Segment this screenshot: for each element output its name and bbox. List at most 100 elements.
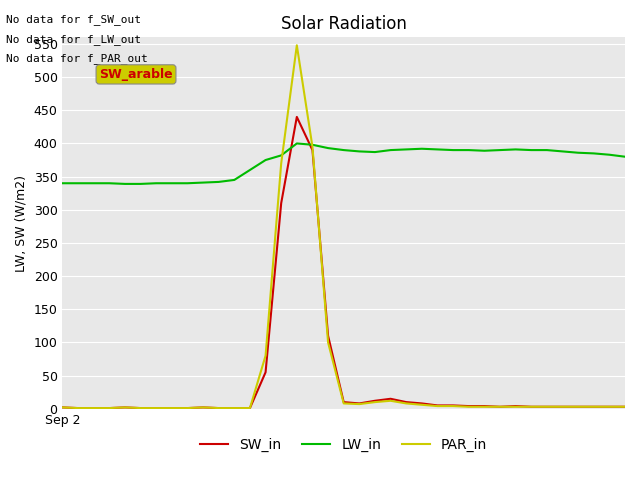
PAR_in xyxy=(293,42,301,48)
LW_in xyxy=(230,177,238,183)
SW_in xyxy=(512,403,520,409)
SW_in xyxy=(137,405,145,411)
PAR_in xyxy=(418,402,426,408)
PAR_in xyxy=(543,404,550,409)
Title: Solar Radiation: Solar Radiation xyxy=(281,15,406,33)
Text: No data for f_LW_out: No data for f_LW_out xyxy=(6,34,141,45)
Line: SW_in: SW_in xyxy=(63,117,625,408)
PAR_in xyxy=(74,405,82,411)
SW_in xyxy=(308,147,316,153)
SW_in xyxy=(106,405,113,411)
PAR_in xyxy=(449,403,457,409)
SW_in xyxy=(418,400,426,406)
PAR_in xyxy=(481,404,488,409)
SW_in xyxy=(403,399,410,405)
LW_in xyxy=(121,181,129,187)
LW_in xyxy=(590,151,598,156)
LW_in xyxy=(605,152,613,157)
LW_in xyxy=(184,180,191,186)
LW_in xyxy=(277,153,285,158)
Y-axis label: LW, SW (W/m2): LW, SW (W/m2) xyxy=(15,175,28,272)
LW_in xyxy=(543,147,550,153)
LW_in xyxy=(371,149,379,155)
PAR_in xyxy=(434,403,442,409)
SW_in xyxy=(574,404,582,409)
LW_in xyxy=(168,180,175,186)
Legend: SW_in, LW_in, PAR_in: SW_in, LW_in, PAR_in xyxy=(195,432,493,457)
Line: LW_in: LW_in xyxy=(63,144,625,184)
PAR_in xyxy=(559,404,566,409)
LW_in xyxy=(308,142,316,148)
LW_in xyxy=(559,148,566,154)
SW_in xyxy=(152,405,160,411)
LW_in xyxy=(199,180,207,185)
SW_in xyxy=(262,370,269,375)
LW_in xyxy=(403,146,410,152)
LW_in xyxy=(355,148,363,154)
SW_in xyxy=(434,403,442,408)
LW_in xyxy=(512,146,520,152)
SW_in xyxy=(590,404,598,409)
SW_in xyxy=(74,405,82,411)
SW_in xyxy=(387,396,394,402)
PAR_in xyxy=(184,405,191,411)
LW_in xyxy=(137,181,145,187)
LW_in xyxy=(574,150,582,156)
LW_in xyxy=(387,147,394,153)
LW_in xyxy=(621,154,629,159)
PAR_in xyxy=(465,404,472,409)
SW_in xyxy=(215,405,223,411)
Text: No data for f_SW_out: No data for f_SW_out xyxy=(6,14,141,25)
PAR_in xyxy=(90,405,97,411)
PAR_in xyxy=(387,398,394,404)
PAR_in xyxy=(512,404,520,409)
SW_in xyxy=(340,399,348,405)
SW_in xyxy=(168,405,175,411)
PAR_in xyxy=(277,160,285,166)
LW_in xyxy=(152,180,160,186)
SW_in xyxy=(121,405,129,410)
Text: SW_arable: SW_arable xyxy=(99,68,173,81)
PAR_in xyxy=(574,404,582,409)
LW_in xyxy=(262,157,269,163)
SW_in xyxy=(199,405,207,410)
SW_in xyxy=(543,404,550,409)
LW_in xyxy=(496,147,504,153)
SW_in xyxy=(621,404,629,409)
SW_in xyxy=(90,405,97,411)
LW_in xyxy=(418,146,426,152)
SW_in xyxy=(559,404,566,409)
SW_in xyxy=(293,114,301,120)
PAR_in xyxy=(355,401,363,407)
PAR_in xyxy=(262,353,269,359)
PAR_in xyxy=(340,400,348,406)
SW_in xyxy=(184,405,191,411)
PAR_in xyxy=(59,405,67,410)
SW_in xyxy=(324,333,332,339)
SW_in xyxy=(605,404,613,409)
PAR_in xyxy=(403,400,410,406)
SW_in xyxy=(277,200,285,206)
PAR_in xyxy=(168,405,175,411)
SW_in xyxy=(465,403,472,409)
SW_in xyxy=(246,405,254,411)
LW_in xyxy=(340,147,348,153)
PAR_in xyxy=(246,405,254,411)
PAR_in xyxy=(621,404,629,409)
LW_in xyxy=(293,141,301,146)
LW_in xyxy=(74,180,82,186)
SW_in xyxy=(527,404,535,409)
LW_in xyxy=(106,180,113,186)
PAR_in xyxy=(496,404,504,409)
Text: No data for f_PAR_out: No data for f_PAR_out xyxy=(6,53,148,64)
LW_in xyxy=(449,147,457,153)
PAR_in xyxy=(527,404,535,409)
PAR_in xyxy=(106,405,113,411)
PAR_in xyxy=(230,405,238,411)
LW_in xyxy=(90,180,97,186)
SW_in xyxy=(481,403,488,409)
PAR_in xyxy=(215,405,223,411)
LW_in xyxy=(527,147,535,153)
LW_in xyxy=(465,147,472,153)
SW_in xyxy=(496,404,504,409)
